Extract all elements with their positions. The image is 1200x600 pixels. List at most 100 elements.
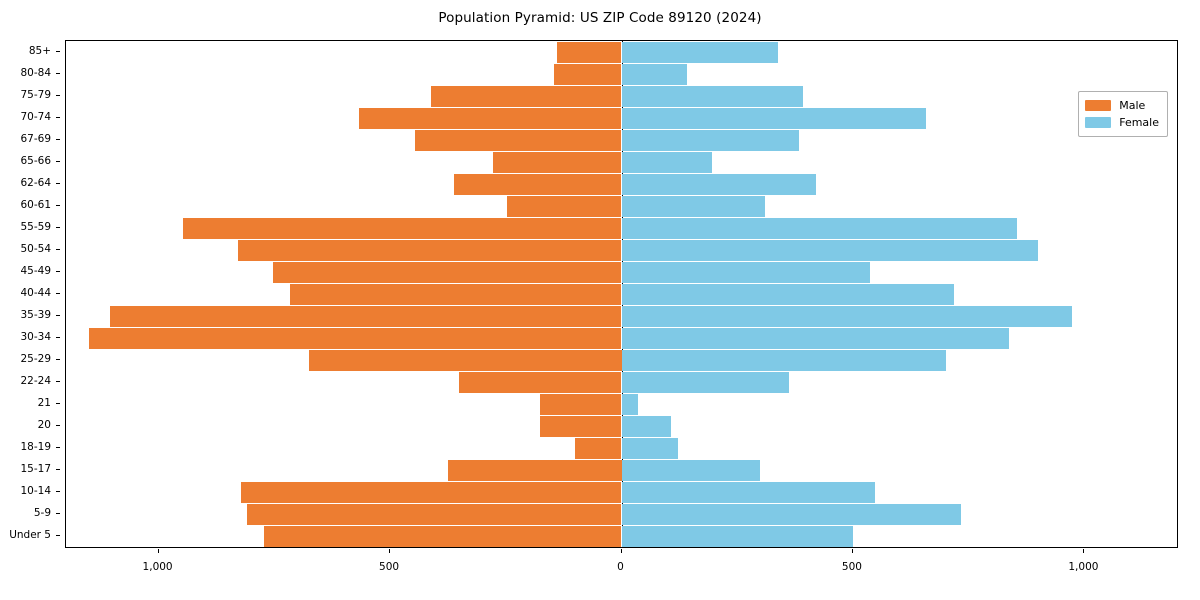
y-axis-tick-mark [56,491,60,492]
bar-row [66,481,1177,503]
y-axis-tick-label: 21 [37,397,51,409]
y-axis-tick-mark [56,161,60,162]
bar-male [507,195,622,217]
bar-row [66,503,1177,525]
x-axis-tick-label: 500 [379,561,400,573]
bar-female [621,151,713,173]
bar-male [110,305,622,327]
bar-female [621,481,875,503]
bar-row [66,371,1177,393]
bar-female [621,63,688,85]
y-axis-tick-mark [56,447,60,448]
bar-row [66,151,1177,173]
bar-female [621,371,790,393]
bar-row [66,129,1177,151]
y-axis-tick-label: 5-9 [33,507,51,519]
x-axis-tick-label: 0 [617,561,624,573]
bar-male [447,459,622,481]
x-axis-tick-label: 500 [841,561,862,573]
y-axis-tick-label: 25-29 [20,353,51,365]
bar-male [459,371,622,393]
y-axis-tick-label: 30-34 [20,331,51,343]
bar-row [66,195,1177,217]
y-axis-tick-label: 10-14 [20,485,51,497]
y-axis-tick-label: 80-84 [20,67,51,79]
y-axis-tick-label: 45-49 [20,265,51,277]
bar-female [621,129,799,151]
y-axis-tick-label: 55-59 [20,221,51,233]
chart-title: Population Pyramid: US ZIP Code 89120 (2… [438,10,762,26]
bar-female [621,85,803,107]
bar-row [66,283,1177,305]
y-axis-tick-label: 20 [37,419,51,431]
legend-item-female: Female [1085,114,1159,131]
bar-male [309,349,622,371]
bar-row [66,525,1177,547]
bar-row [66,459,1177,481]
y-axis-tick-label: 50-54 [20,243,51,255]
legend-swatch-female [1085,117,1112,128]
bar-male [89,327,622,349]
bar-row [66,305,1177,327]
y-axis-tick-mark [56,117,60,118]
legend-label-female: Female [1119,116,1159,129]
chart-legend: Male Female [1078,91,1168,137]
y-axis-tick-label: 70-74 [20,111,51,123]
bar-male [240,481,622,503]
y-axis-tick-label: Under 5 [9,529,51,541]
bar-male [553,63,622,85]
legend-label-male: Male [1119,99,1146,112]
y-axis-tick-label: 40-44 [20,287,51,299]
bar-row [66,41,1177,63]
y-axis-tick-mark [56,271,60,272]
bar-male [247,503,622,525]
bar-female [621,239,1039,261]
y-axis-tick-mark [56,73,60,74]
bar-female [621,525,853,547]
y-axis-tick-label: 67-69 [20,133,51,145]
bar-female [621,173,817,195]
bar-row [66,173,1177,195]
y-axis-tick-mark [56,205,60,206]
y-axis-tick-mark [56,337,60,338]
y-axis-tick-label: 22-24 [20,375,51,387]
y-axis-tick-mark [56,403,60,404]
x-axis-labels: 1,000 500 0 500 1,000 [0,549,1200,589]
bar-row [66,63,1177,85]
bar-row [66,239,1177,261]
y-axis-tick-mark [56,51,60,52]
bar-female [621,349,946,371]
x-axis-tick-label: 1,000 [142,561,173,573]
legend-swatch-male [1085,100,1112,111]
bar-row [66,415,1177,437]
bar-row [66,393,1177,415]
bar-male [359,107,622,129]
y-axis-tick-label: 75-79 [20,89,51,101]
bar-female [621,283,954,305]
bar-male [415,129,622,151]
bar-male [263,525,622,547]
bar-row [66,107,1177,129]
y-axis-tick-label: 35-39 [20,309,51,321]
bar-female [621,41,778,63]
y-axis-tick-mark [56,469,60,470]
bar-male [575,437,622,459]
x-axis-tick-mark [389,549,391,553]
y-axis-tick-mark [56,425,60,426]
x-axis-tick-mark [1083,549,1085,553]
y-axis-tick-mark [56,227,60,228]
y-axis-tick-label: 62-64 [20,177,51,189]
y-axis-tick-label: 65-66 [20,155,51,167]
legend-item-male: Male [1085,97,1159,114]
bar-female [621,459,761,481]
y-axis-tick-mark [56,359,60,360]
bar-male [273,261,622,283]
y-axis-tick-label: 60-61 [20,199,51,211]
x-axis-tick-label: 1,000 [1068,561,1099,573]
y-axis-tick-mark [56,535,60,536]
bar-female [621,305,1072,327]
x-axis-tick-mark [620,549,622,553]
bar-female [621,195,765,217]
bar-female [621,217,1018,239]
